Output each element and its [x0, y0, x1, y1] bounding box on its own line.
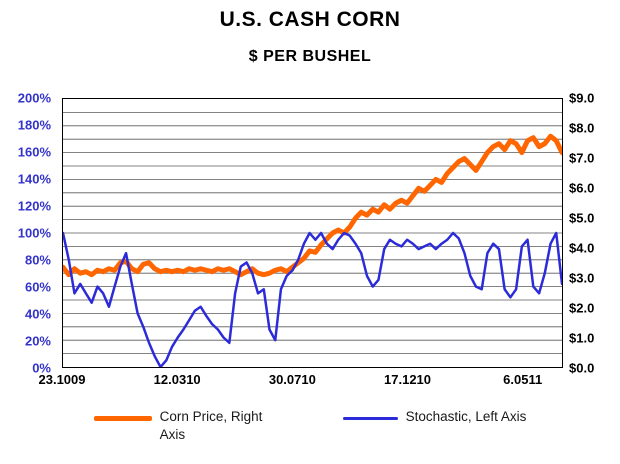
left-axis-tick-label: 40%	[24, 306, 51, 322]
left-axis-tick-label: 60%	[24, 279, 51, 295]
left-axis-tick-label: 120%	[17, 198, 51, 214]
legend: Corn Price, Right Axis Stochastic, Left …	[0, 408, 620, 444]
right-axis-tick-label: $0.0	[569, 360, 595, 376]
x-axis-tick-label: 23.1009	[38, 372, 86, 387]
legend-label-stochastic: Stochastic, Left Axis	[405, 409, 527, 424]
left-axis-labels: 200% 180% 160% 140% 120% 100% 80% 60% 40% 20% 0%	[0, 91, 56, 376]
x-axis-tick-label: 30.0710	[268, 372, 316, 387]
right-axis-tick-label: $8.0	[569, 120, 595, 136]
corn-price-line-swatch	[93, 416, 152, 421]
x-axis-tick-label: 17.1210	[384, 372, 432, 387]
right-axis-tick-label: $2.0	[569, 300, 595, 316]
left-axis-tick-label: 180%	[17, 117, 51, 133]
left-axis-tick-label: 80%	[24, 252, 51, 268]
right-axis-tick-label: $4.0	[569, 240, 595, 256]
x-axis-tick-label: 12.0310	[153, 372, 201, 387]
x-axis-tick-label: 6.0511	[503, 372, 543, 387]
left-axis-tick-label: 100%	[17, 225, 51, 241]
right-axis-tick-label: $1.0	[569, 330, 595, 346]
right-axis-tick-label: $3.0	[569, 270, 595, 286]
left-axis-tick-label: 0%	[32, 360, 51, 376]
left-axis-tick-label: 200%	[17, 90, 51, 106]
left-axis-tick-label: 140%	[17, 171, 51, 187]
right-axis-labels: $9.0 $8.0 $7.0 $6.0 $5.0 $4.0 $3.0 $2.0 $1.0 $0.0	[567, 91, 619, 376]
right-axis-tick-label: $5.0	[569, 210, 595, 226]
left-axis-tick-label: 20%	[24, 333, 51, 349]
right-axis-tick-label: $7.0	[569, 150, 595, 166]
stochastic-line-swatch	[342, 417, 398, 420]
legend-item-corn-price: Corn Price, Right Axis	[93, 408, 288, 444]
left-axis-tick-label: 160%	[17, 144, 51, 160]
legend-label-corn-price: Corn Price, Right Axis	[159, 409, 263, 443]
line-chart-svg	[63, 112, 562, 367]
chart-subtitle: $ PER BUSHEL	[248, 48, 372, 65]
x-axis-labels: 23.1009 12.0310 30.0710 17.1210 6.0511	[39, 372, 563, 390]
right-axis-tick-label: $6.0	[569, 180, 595, 196]
right-axis-tick-label: $9.0	[569, 90, 595, 106]
plot-area	[62, 98, 563, 368]
legend-item-stochastic: Stochastic, Left Axis	[342, 408, 527, 426]
chart-title: U.S. CASH CORN	[219, 8, 401, 31]
